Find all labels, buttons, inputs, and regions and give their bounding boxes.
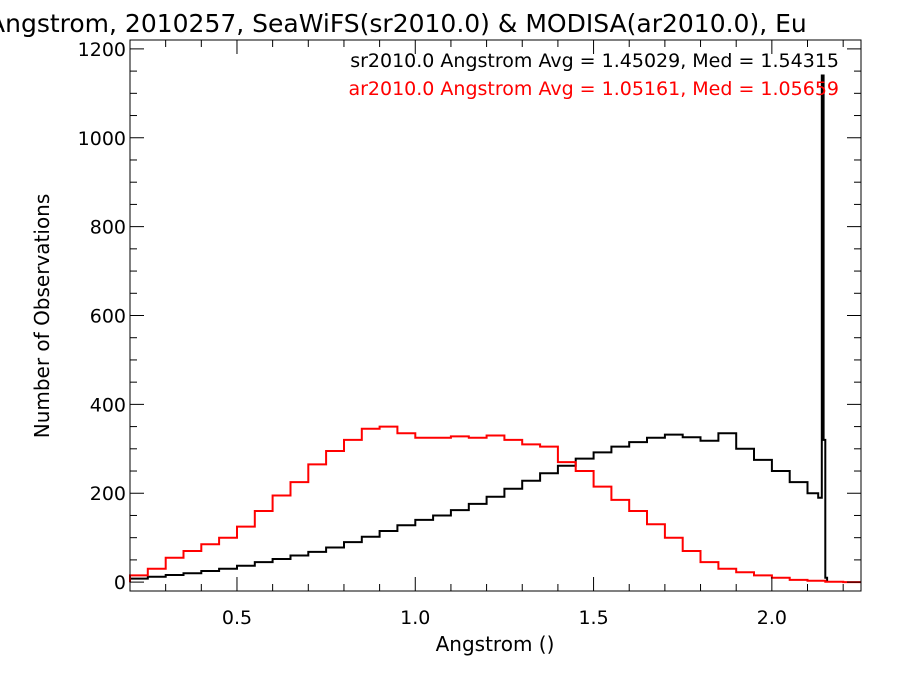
axis-ticks: 0.5 1.0 1.5 2.0 0 200 400 600 800 1000 1200 bbox=[78, 39, 861, 629]
series-line-1 bbox=[129, 74, 829, 583]
y-tick-label: 800 bbox=[90, 217, 126, 239]
y-tick-label: 600 bbox=[90, 306, 126, 328]
y-tick-label: 1000 bbox=[78, 128, 126, 150]
x-tick-label: 0.5 bbox=[222, 607, 252, 629]
legend-entry-sr2010: sr2010.0 Angstrom Avg = 1.45029, Med = 1… bbox=[350, 50, 839, 72]
y-tick-label: 1200 bbox=[78, 39, 126, 61]
y-tick-label: 200 bbox=[90, 483, 126, 505]
x-tick-label: 1.5 bbox=[578, 607, 608, 629]
x-tick-label: 2.0 bbox=[757, 607, 787, 629]
chart-title: Angstrom, 2010257, SeaWiFS(sr2010.0) & M… bbox=[0, 9, 807, 38]
x-axis-label: Angstrom () bbox=[436, 632, 555, 656]
y-tick-label: 400 bbox=[90, 394, 126, 416]
legend-entry-ar2010: ar2010.0 Angstrom Avg = 1.05161, Med = 1… bbox=[348, 78, 839, 100]
y-tick-label: 0 bbox=[114, 572, 126, 594]
series-layer bbox=[129, 74, 861, 584]
x-tick-label: 1.0 bbox=[400, 607, 430, 629]
y-axis-label: Number of Observations bbox=[30, 194, 54, 439]
plot-frame bbox=[129, 39, 862, 592]
series-line-2 bbox=[129, 425, 861, 584]
